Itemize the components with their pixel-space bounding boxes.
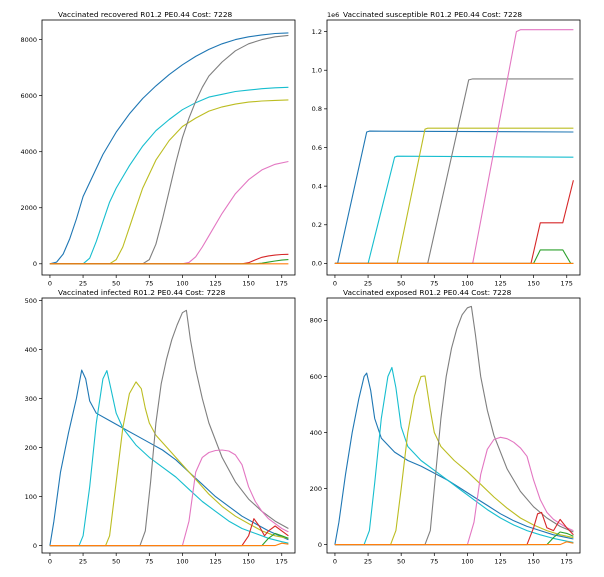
y-tick-label: 400 (310, 429, 322, 437)
x-tick-label: 25 (79, 558, 87, 566)
x-tick-label: 0 (333, 280, 337, 288)
series-line-orange (334, 541, 574, 546)
series-line-pink (334, 436, 574, 546)
y-tick-label: 0.4 (312, 182, 322, 190)
y-tick-label: 0.2 (312, 221, 322, 229)
x-tick-label: 125 (209, 558, 221, 566)
series-group (49, 32, 289, 265)
axes-frame (41, 297, 296, 554)
x-tick-label: 25 (364, 558, 372, 566)
y-tick-label: 0 (33, 542, 37, 550)
x-tick-label: 75 (145, 558, 153, 566)
x-tick-label: 125 (494, 558, 506, 566)
x-tick-label: 125 (209, 280, 221, 288)
x-tick-label: 50 (112, 558, 120, 566)
y-tick-label: 100 (25, 493, 37, 501)
series-group (334, 29, 574, 264)
y-tick-label: 300 (25, 395, 37, 403)
series-line-blue (49, 32, 289, 265)
x-tick-label: 150 (242, 558, 254, 566)
y-tick-label: 8000 (20, 36, 37, 44)
series-line-orange (49, 542, 289, 547)
series-line-green (49, 532, 289, 547)
series-line-cyan (49, 86, 289, 265)
x-tick-label: 0 (48, 280, 52, 288)
y-tick-label: 0.6 (312, 144, 322, 152)
y-tick-label: 4000 (20, 148, 37, 156)
x-tick-label: 0 (48, 558, 52, 566)
x-tick-label: 75 (145, 280, 153, 288)
y-tick-label: 500 (25, 297, 37, 305)
series-line-red (334, 511, 574, 546)
y-tick-label: 1.2 (312, 28, 322, 36)
chart-susceptible: Vaccinated susceptible R01.2 PE0.44 Cost… (312, 10, 581, 288)
series-group (334, 305, 574, 546)
series-line-gray (49, 34, 289, 265)
series-line-red (49, 253, 289, 265)
x-tick-label: 50 (112, 280, 120, 288)
x-tick-label: 175 (276, 280, 288, 288)
series-line-gray (49, 309, 289, 547)
x-tick-label: 50 (397, 558, 405, 566)
y-tick-label: 600 (310, 373, 322, 381)
chart-infected: Vaccinated infected R01.2 PE0.44 Cost: 7… (25, 288, 296, 566)
y-tick-label: 200 (310, 485, 322, 493)
chart-title: Vaccinated exposed R01.2 PE0.44 Cost: 72… (343, 288, 512, 297)
chart-title: Vaccinated recovered R01.2 PE0.44 Cost: … (58, 10, 233, 19)
x-tick-label: 75 (430, 558, 438, 566)
x-tick-label: 75 (430, 280, 438, 288)
series-line-olive (334, 375, 574, 546)
series-line-gray (334, 305, 574, 546)
series-line-olive (49, 381, 289, 547)
y-tick-label: 0 (318, 541, 322, 549)
chart-title: Vaccinated infected R01.2 PE0.44 Cost: 7… (58, 288, 226, 297)
y-tick-label: 0.8 (312, 105, 322, 113)
y-tick-label: 1.0 (312, 67, 322, 75)
series-line-cyan (49, 370, 289, 547)
x-tick-label: 100 (461, 558, 473, 566)
x-tick-label: 50 (397, 280, 405, 288)
axes-frame (326, 297, 581, 554)
y-tick-label: 200 (25, 444, 37, 452)
y-tick-label: 800 (310, 317, 322, 325)
series-line-olive (49, 99, 289, 265)
x-tick-label: 125 (494, 280, 506, 288)
y-tick-label: 0 (33, 260, 37, 268)
y-tick-label: 400 (25, 346, 37, 354)
y-tick-label: 6000 (20, 92, 37, 100)
series-line-blue (334, 130, 574, 264)
chart-exposed: Vaccinated exposed R01.2 PE0.44 Cost: 72… (310, 288, 581, 566)
axes-frame (41, 19, 296, 276)
series-line-pink (49, 160, 289, 265)
axis-offset-label: 1e6 (327, 11, 339, 19)
x-tick-label: 0 (333, 558, 337, 566)
chart-recovered: Vaccinated recovered R01.2 PE0.44 Cost: … (20, 10, 296, 288)
series-line-blue (334, 372, 574, 545)
x-tick-label: 175 (276, 558, 288, 566)
x-tick-label: 100 (461, 280, 473, 288)
x-tick-label: 150 (527, 558, 539, 566)
series-line-red (49, 518, 289, 547)
x-tick-label: 175 (561, 558, 573, 566)
y-tick-label: 0.0 (312, 260, 322, 268)
series-line-olive (334, 127, 574, 264)
x-tick-label: 175 (561, 280, 573, 288)
x-tick-label: 25 (364, 280, 372, 288)
series-line-blue (49, 369, 289, 546)
series-line-cyan (334, 155, 574, 264)
y-tick-label: 2000 (20, 204, 37, 212)
x-tick-label: 150 (527, 280, 539, 288)
x-tick-label: 150 (242, 280, 254, 288)
x-tick-label: 25 (79, 280, 87, 288)
x-tick-label: 100 (176, 558, 188, 566)
series-group (49, 309, 289, 547)
series-line-pink (49, 449, 289, 547)
chart-title: Vaccinated susceptible R01.2 PE0.44 Cost… (343, 10, 522, 19)
x-tick-label: 100 (176, 280, 188, 288)
